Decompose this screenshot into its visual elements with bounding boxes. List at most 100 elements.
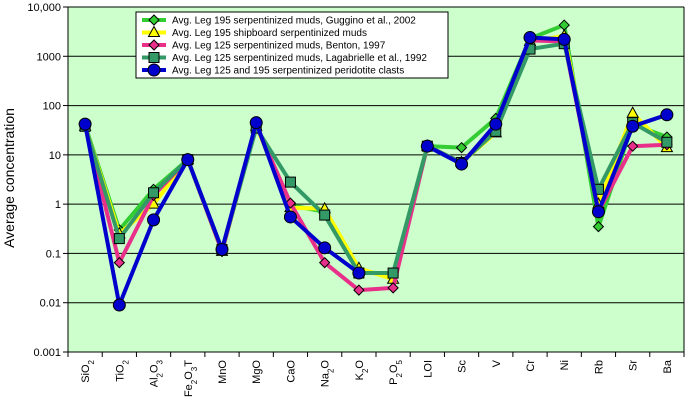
category-label-subscript: 2 xyxy=(326,368,335,373)
data-point xyxy=(148,39,160,51)
data-point xyxy=(283,210,297,224)
y-tick-label: 100 xyxy=(43,101,61,113)
data-point xyxy=(113,256,126,269)
legend-box xyxy=(135,11,449,79)
category-label-text: MgO xyxy=(251,360,263,384)
category-label-subscript: 3 xyxy=(189,366,198,371)
category-label-text: Ba xyxy=(662,359,674,373)
category-label-text: O xyxy=(183,371,195,380)
category-label: Al2O3 xyxy=(149,359,165,387)
category-label-subscript: 2 xyxy=(189,379,198,384)
data-point xyxy=(455,157,469,171)
data-point xyxy=(592,220,605,233)
category-label-subscript: 2 xyxy=(395,372,404,377)
category-label-text: Fe xyxy=(183,384,195,397)
y-tick-label: 1000 xyxy=(37,51,61,63)
category-label: SiO2 xyxy=(80,359,96,382)
data-point xyxy=(352,266,366,280)
data-point xyxy=(523,31,537,45)
data-point xyxy=(591,205,605,219)
category-label-subscript: 3 xyxy=(155,359,164,364)
data-point xyxy=(660,108,674,122)
category-label-text: Cr xyxy=(525,360,537,372)
series-layer xyxy=(78,19,674,312)
category-label-text: Al xyxy=(149,377,161,387)
data-point xyxy=(249,116,263,130)
category-label-text: O xyxy=(388,364,400,373)
data-point xyxy=(147,25,161,37)
data-point xyxy=(420,139,434,153)
data-point xyxy=(626,140,639,152)
category-label: LOI xyxy=(422,360,434,378)
legend-entry: Avg. Leg 195 shipboard serpentinized mud… xyxy=(172,28,367,39)
y-tick-label: 10,000 xyxy=(27,2,61,14)
legend-entry: Avg. Leg 125 and 195 serpentinized perid… xyxy=(172,66,404,77)
category-label-subscript: 2 xyxy=(121,359,130,364)
data-point xyxy=(387,267,399,279)
data-point xyxy=(318,256,331,269)
category-label-subscript: 2 xyxy=(87,359,96,364)
y-axis-label: Average concentration xyxy=(1,108,17,248)
category-label-text: CaO xyxy=(285,360,297,383)
category-label-text: Sr xyxy=(628,360,640,371)
category-label-text: T xyxy=(183,360,195,367)
category-label: K2O xyxy=(354,360,370,381)
category-label: P2O5 xyxy=(388,359,404,384)
data-point xyxy=(284,176,296,188)
y-tick-label: 0.1 xyxy=(46,248,61,260)
data-point xyxy=(147,213,161,227)
data-point xyxy=(148,187,160,199)
category-label: MgO xyxy=(251,360,263,384)
data-point xyxy=(557,32,571,46)
legend: Avg. Leg 195 serpentinized muds, Guggino… xyxy=(135,11,449,79)
data-point xyxy=(626,119,640,133)
data-point xyxy=(148,52,160,63)
category-label-text: O xyxy=(354,360,366,369)
category-label-subscript: 2 xyxy=(155,372,164,377)
category-label: MnO xyxy=(217,360,229,384)
category-label-text: K xyxy=(354,372,366,380)
category-label: Cr xyxy=(525,360,537,372)
data-point xyxy=(661,136,673,148)
category-label-subscript: 2 xyxy=(360,368,369,373)
data-point xyxy=(147,63,161,77)
data-point xyxy=(215,243,229,257)
y-tick-label: 1 xyxy=(55,199,61,211)
data-point xyxy=(353,284,365,296)
y-tick-label: 0.001 xyxy=(33,347,61,359)
category-label: Fe2O3T xyxy=(183,360,199,397)
category-label-text: Na xyxy=(320,372,332,387)
category-label: Ba xyxy=(662,359,674,373)
category-label-text: Ni xyxy=(559,360,571,370)
data-point xyxy=(148,14,160,26)
category-label: Rb xyxy=(593,360,605,374)
category-label-text: SiO xyxy=(80,364,92,383)
legend-entry: Avg. Leg 125 serpentinized muds, Lagabri… xyxy=(172,53,427,64)
data-point xyxy=(78,117,92,131)
category-label-text: O xyxy=(320,360,332,369)
legend-entry: Avg. Leg 125 serpentinized muds, Benton,… xyxy=(172,41,386,52)
category-label-text: Rb xyxy=(593,360,605,374)
data-point xyxy=(318,241,332,255)
category-label-text: LOI xyxy=(422,360,434,378)
category-label-text: O xyxy=(149,364,161,373)
category-label-text: P xyxy=(388,377,400,384)
category-label: Ni xyxy=(559,360,571,370)
category-label-subscript: 5 xyxy=(395,359,404,364)
category-label: Sc xyxy=(457,360,469,373)
data-point xyxy=(112,298,126,312)
data-point xyxy=(489,117,503,131)
data-point xyxy=(113,233,125,245)
category-label: Sr xyxy=(628,360,640,371)
category-label: Na2O xyxy=(320,360,336,388)
data-point xyxy=(455,141,468,154)
category-label-text: Sc xyxy=(457,360,469,373)
legend-entry: Avg. Leg 195 serpentinized muds, Guggino… xyxy=(172,16,416,27)
series-line xyxy=(426,35,668,214)
data-point xyxy=(181,153,195,167)
category-label-text: TiO xyxy=(114,364,126,382)
category-label-text: V xyxy=(491,359,503,367)
series-5 xyxy=(78,31,674,312)
category-label: V xyxy=(491,359,503,367)
